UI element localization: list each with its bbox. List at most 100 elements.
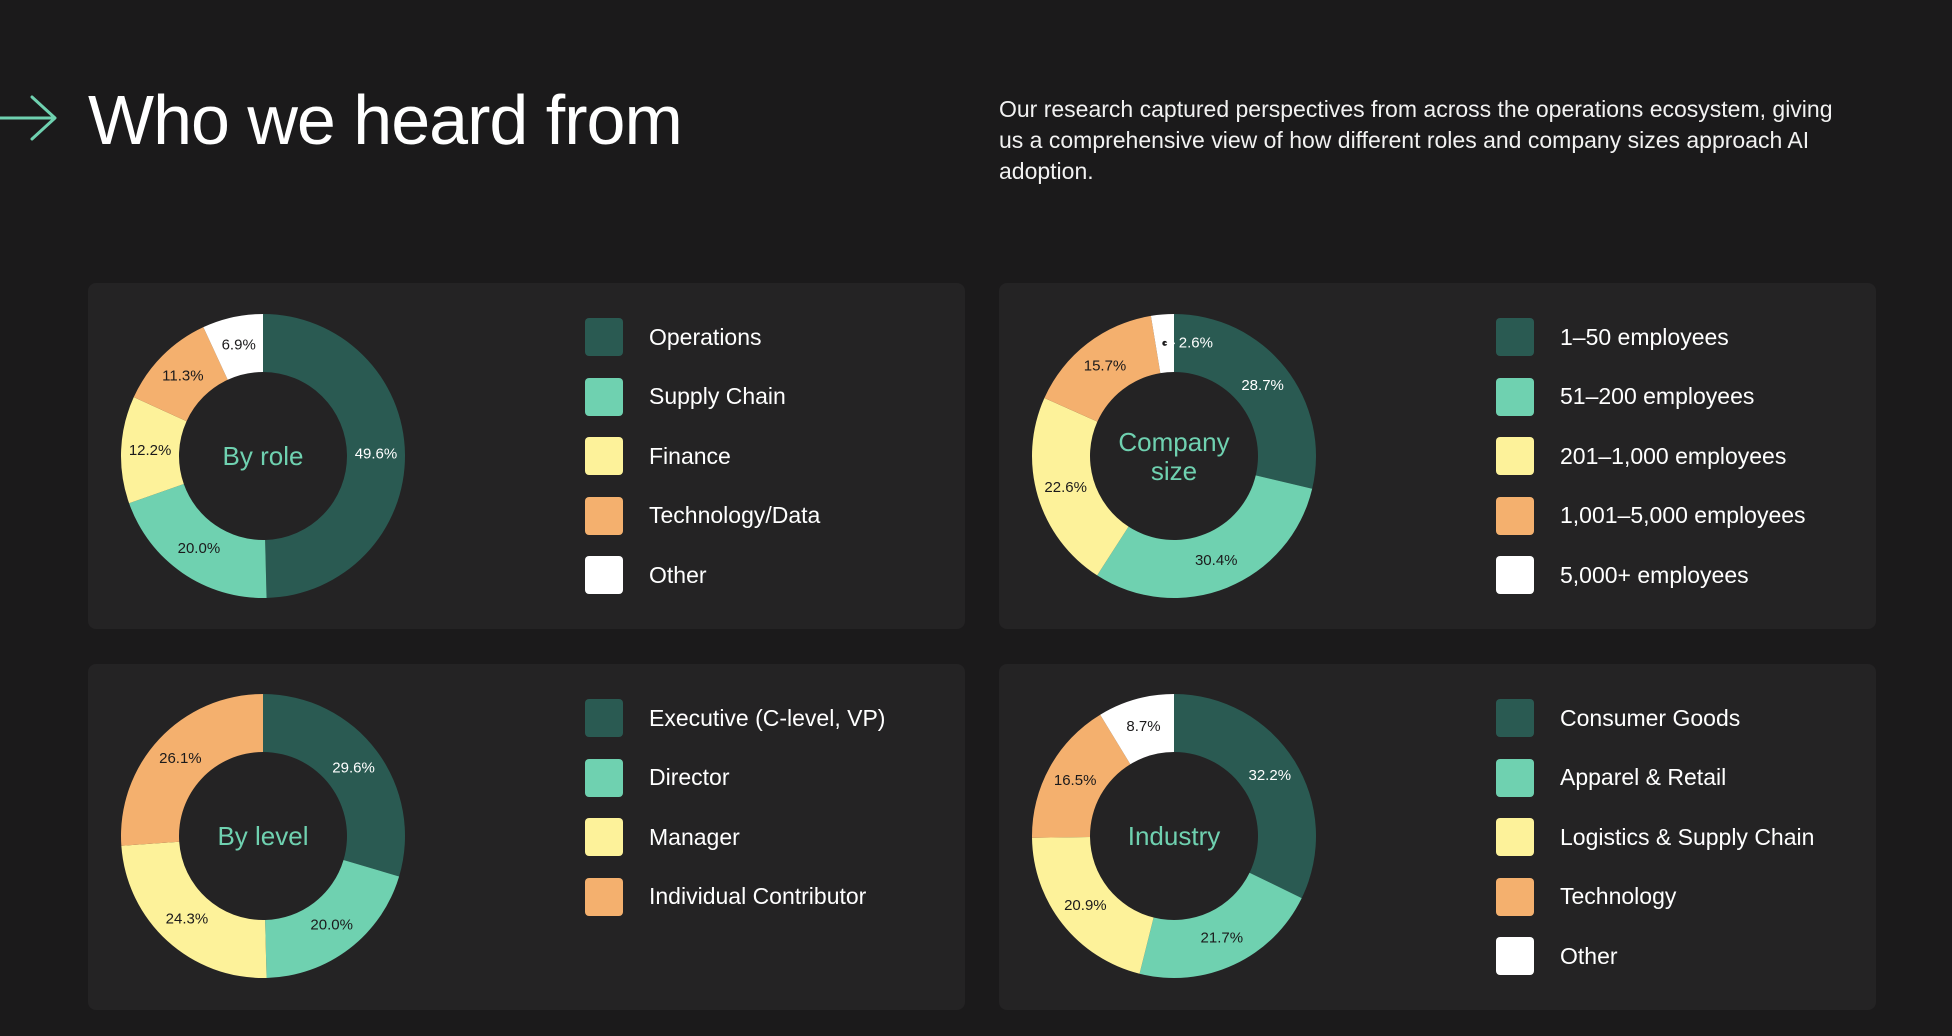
data-label-manager: 24.3% bbox=[166, 911, 209, 928]
legend-industry: Consumer Goods Apparel & Retail Logistics … bbox=[1496, 698, 1814, 996]
legend-label: Finance bbox=[649, 442, 731, 469]
legend-item-1-001-5-000-employees: 1,001–5,000 employees bbox=[1496, 496, 1806, 536]
slice-51-200-employees bbox=[1097, 475, 1313, 598]
slice-logistics-supply-chain bbox=[1032, 837, 1154, 974]
legend-item-finance: Finance bbox=[585, 436, 820, 476]
legend-swatch bbox=[1496, 937, 1534, 975]
donut-chart-by-level: 29.6% 20.0% 24.3% 26.1% By level bbox=[121, 694, 405, 978]
slice-other bbox=[1100, 694, 1174, 765]
legend-swatch bbox=[585, 437, 623, 475]
chart-center-title: Industry bbox=[1128, 821, 1221, 851]
legend-label: 51–200 employees bbox=[1560, 383, 1755, 409]
data-label-executive-c-level-vp: 29.6% bbox=[332, 759, 375, 776]
data-label-5-000-employees: 2.6% bbox=[1179, 334, 1213, 351]
legend-swatch bbox=[585, 496, 623, 535]
data-label-1-001-5-000-employees: 15.7% bbox=[1084, 357, 1127, 374]
data-label-other: 8.7% bbox=[1126, 718, 1160, 735]
slice-supply-chain bbox=[129, 483, 267, 598]
data-label-technology-data: 11.3% bbox=[162, 367, 203, 384]
data-label-apparel-retail: 21.7% bbox=[1201, 929, 1244, 946]
slice-1-50-employees bbox=[1174, 314, 1316, 489]
legend-swatch bbox=[1496, 496, 1534, 535]
legend-swatch bbox=[1496, 556, 1534, 594]
data-label-logistics-supply-chain: 20.9% bbox=[1064, 897, 1107, 914]
card-company-size: 28.7% 30.4% 22.6% 15.7% 2.6% Company size 1–50… bbox=[999, 283, 1876, 629]
donut-chart-industry: 32.2% 21.7% 20.9% 16.5% 8.7% Industry bbox=[1032, 694, 1316, 978]
donut-chart-by-role: 49.6% 20.0% 12.2% 11.3% 6.9% By role bbox=[121, 314, 406, 598]
card-industry: 32.2% 21.7% 20.9% 16.5% 8.7% Industry Consume… bbox=[999, 664, 1876, 1010]
legend-item-individual-contributor: Individual Contributor bbox=[585, 877, 885, 917]
legend-item-manager: Manager bbox=[585, 817, 885, 857]
legend-by-level: Executive (C-level, VP) Director Manager In… bbox=[585, 698, 885, 936]
legend-label: Operations bbox=[649, 323, 762, 350]
legend-label: Consumer Goods bbox=[1560, 704, 1741, 731]
legend-item-director: Director bbox=[585, 758, 885, 798]
legend-label: 1–50 employees bbox=[1560, 323, 1729, 350]
legend-item-51-200-employees: 51–200 employees bbox=[1496, 377, 1806, 417]
slice-individual-contributor bbox=[121, 694, 263, 846]
legend-item-1-50-employees: 1–50 employees bbox=[1496, 317, 1806, 357]
legend-item-operations: Operations bbox=[585, 317, 820, 357]
arrow-right-icon bbox=[0, 95, 57, 141]
data-label-director: 20.0% bbox=[310, 917, 353, 934]
data-label-201-1-000-employees: 22.6% bbox=[1044, 479, 1087, 496]
donut-chart-company-size: 28.7% 30.4% 22.6% 15.7% 2.6% Company size bbox=[1032, 314, 1316, 598]
legend-company-size: 1–50 employees 51–200 employees 201–1,000 … bbox=[1496, 317, 1806, 615]
legend-swatch bbox=[1496, 818, 1534, 856]
data-label-technology: 16.5% bbox=[1054, 772, 1097, 789]
slice-operations bbox=[263, 314, 406, 598]
legend-swatch bbox=[585, 818, 623, 856]
legend-swatch bbox=[1496, 699, 1534, 737]
legend-item-5-000-employees: 5,000+ employees bbox=[1496, 555, 1806, 595]
legend-label: Director bbox=[649, 764, 730, 790]
slice-technology bbox=[1032, 714, 1131, 838]
legend-swatch bbox=[585, 318, 623, 356]
data-label-1-50-employees: 28.7% bbox=[1241, 377, 1284, 394]
legend-swatch bbox=[1496, 758, 1534, 797]
legend-item-technology-data: Technology/Data bbox=[585, 496, 820, 536]
legend-swatch bbox=[585, 699, 623, 737]
intro-paragraph: Our research captured perspectives from … bbox=[999, 96, 1833, 184]
slice-1-001-5-000-employees bbox=[1044, 315, 1161, 422]
legend-item-consumer-goods: Consumer Goods bbox=[1496, 698, 1814, 738]
legend-swatch bbox=[1496, 437, 1534, 475]
legend-swatch bbox=[585, 877, 623, 916]
slice-executive-c-level-vp bbox=[263, 694, 405, 877]
legend-item-logistics-supply-chain: Logistics & Supply Chain bbox=[1496, 817, 1814, 857]
slice-201-1-000-employees bbox=[1032, 397, 1129, 576]
data-label-operations: 49.6% bbox=[355, 446, 398, 463]
legend-swatch bbox=[585, 377, 623, 416]
legend-swatch bbox=[585, 758, 623, 797]
legend-item-technology: Technology bbox=[1496, 877, 1814, 917]
legend-label: 1,001–5,000 employees bbox=[1560, 502, 1806, 528]
legend-label: Other bbox=[1560, 942, 1618, 969]
slice-apparel-retail bbox=[1139, 872, 1302, 978]
data-label-supply-chain: 20.0% bbox=[178, 540, 221, 557]
legend-label: Technology bbox=[1560, 883, 1677, 909]
legend-label: Executive (C-level, VP) bbox=[649, 704, 886, 731]
slice-consumer-goods bbox=[1174, 694, 1316, 899]
legend-label: Apparel & Retail bbox=[1560, 764, 1727, 790]
slice-finance bbox=[121, 397, 187, 504]
legend-label: Other bbox=[649, 561, 707, 588]
legend-by-role: Operations Supply Chain Finance Technology/… bbox=[585, 317, 820, 615]
chart-center-title: By level bbox=[217, 821, 308, 851]
slice-director bbox=[265, 859, 400, 978]
legend-item-other: Other bbox=[585, 555, 820, 595]
slice-technology-data bbox=[133, 327, 228, 422]
legend-item-executive-c-level-vp: Executive (C-level, VP) bbox=[585, 698, 885, 738]
legend-label: Individual Contributor bbox=[649, 883, 867, 909]
chart-center-title: By role bbox=[223, 441, 304, 471]
legend-item-supply-chain: Supply Chain bbox=[585, 377, 820, 417]
legend-swatch bbox=[1496, 877, 1534, 916]
data-label-51-200-employees: 30.4% bbox=[1195, 552, 1238, 569]
legend-label: 5,000+ employees bbox=[1560, 561, 1749, 588]
legend-swatch bbox=[1496, 318, 1534, 356]
slice-manager bbox=[121, 841, 267, 978]
legend-label: Manager bbox=[649, 823, 740, 850]
chart-center-title: Company size bbox=[1118, 427, 1229, 486]
legend-label: 201–1,000 employees bbox=[1560, 442, 1787, 469]
legend-label: Supply Chain bbox=[649, 383, 786, 409]
legend-label: Logistics & Supply Chain bbox=[1560, 823, 1815, 850]
page-title: Who we heard from bbox=[88, 81, 683, 159]
